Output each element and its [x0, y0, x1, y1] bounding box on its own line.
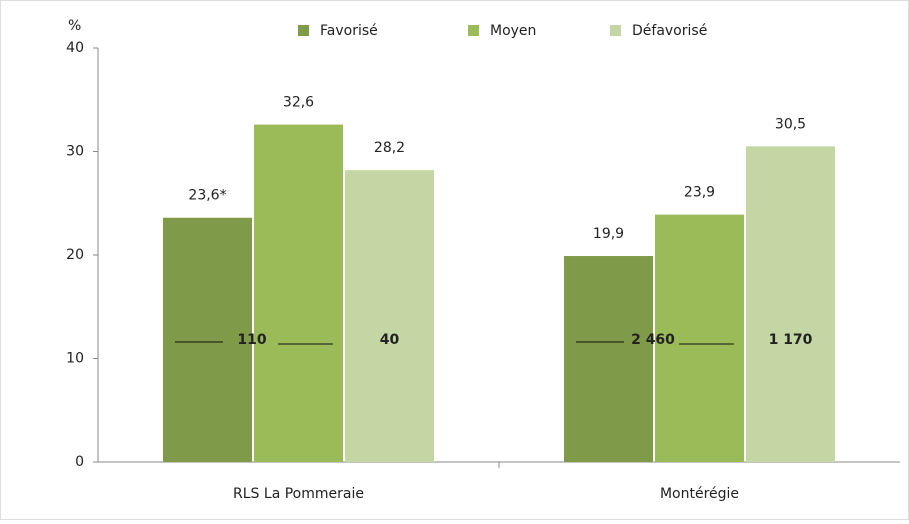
value-label: 30,5	[775, 116, 806, 132]
legend-label: Défavorisé	[632, 23, 707, 39]
legend-swatch	[298, 25, 309, 36]
value-label: 23,6*	[188, 188, 226, 204]
bar	[564, 256, 653, 462]
bar	[746, 146, 835, 462]
annotation: 110	[237, 332, 266, 348]
y-tick-label: 20	[66, 247, 84, 263]
legend-swatch	[610, 25, 621, 36]
value-label: 32,6	[283, 95, 314, 111]
y-tick-label: 40	[66, 40, 84, 56]
y-tick-label: 0	[75, 454, 84, 470]
value-label: 28,2	[374, 140, 405, 156]
annotation: 2 460	[631, 332, 675, 348]
y-axis-label: %	[68, 18, 81, 34]
bar	[254, 124, 343, 462]
x-tick-label: RLS La Pommeraie	[233, 486, 364, 502]
y-tick-label: 10	[66, 351, 84, 367]
annotation: 1 170	[769, 332, 813, 348]
bar	[345, 170, 434, 462]
legend-label: Favorisé	[320, 23, 378, 39]
value-label: 23,9	[684, 185, 715, 201]
annotation: 40	[380, 332, 400, 348]
y-tick-label: 30	[66, 144, 84, 160]
legend-swatch	[468, 25, 479, 36]
value-label: 19,9	[593, 226, 624, 242]
legend-label: Moyen	[490, 23, 536, 39]
bar	[163, 217, 252, 462]
x-tick-label: Montérégie	[660, 486, 739, 502]
bar	[655, 214, 744, 462]
